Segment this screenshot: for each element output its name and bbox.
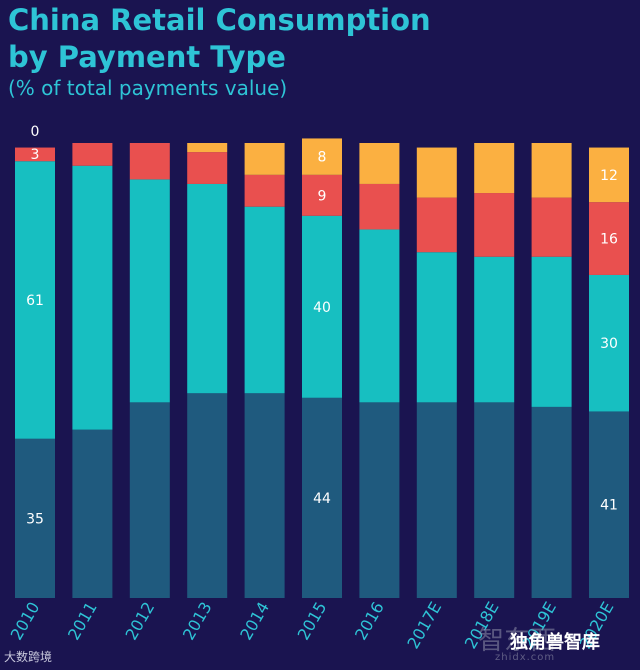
chart-title: China Retail Consumption by Payment Type [8, 2, 431, 76]
bar-stack-2013 [187, 143, 228, 598]
bar-2012-third-segment [129, 143, 170, 180]
bar-2018e-second-segment [474, 256, 515, 403]
data-label-2010-top-segment: 0 [31, 124, 40, 140]
data-label-2010-bottom-segment: 35 [26, 511, 44, 527]
bar-2011-second-segment [72, 165, 113, 430]
x-tick-label-2013: 2013 [179, 599, 216, 644]
data-label-2015-top-segment: 8 [318, 150, 327, 166]
bar-2013-second-segment [187, 183, 228, 394]
data-label-2010-third-segment: 3 [31, 147, 40, 163]
watermark-right: 独角兽智库 [510, 632, 600, 653]
bar-2019e-bottom-segment [531, 406, 572, 598]
bar-2012-second-segment [129, 179, 170, 403]
bar-2017e-bottom-segment [416, 402, 457, 598]
bar-2017e-third-segment [416, 197, 457, 253]
bar-2016-bottom-segment [359, 402, 400, 598]
bar-2015-top-segment [302, 138, 342, 175]
bar-2016-top-segment [359, 143, 400, 184]
x-tick-label-2016: 2016 [351, 599, 388, 644]
bar-stack-2019e [531, 143, 572, 598]
watermark-logo-sub: zhidx.com [495, 652, 556, 663]
bar-2018e-top-segment [474, 143, 515, 194]
bar-2020e-third-segment [589, 202, 629, 275]
bar-stack-2018e [474, 143, 515, 598]
x-tick-label-2015: 2015 [294, 599, 331, 644]
data-label-2020e-top-segment: 12 [600, 168, 618, 184]
bar-stack-2011 [72, 143, 113, 598]
bar-stack-2020e [589, 147, 629, 598]
bar-stack-2015 [302, 138, 342, 598]
bar-2014-second-segment [244, 206, 285, 394]
bar-2015-second-segment [302, 215, 342, 398]
bar-stack-2017e [416, 147, 457, 598]
watermark-logo: 智东西 [478, 626, 557, 656]
data-label-2015-second-segment: 40 [313, 300, 331, 316]
bar-2017e-top-segment [416, 147, 457, 198]
bar-2015-third-segment [302, 174, 342, 216]
x-tick-label-2011: 2011 [64, 599, 101, 644]
x-tick-label-2012: 2012 [121, 599, 158, 644]
bar-stack-2014 [244, 143, 285, 598]
bar-2011-third-segment [72, 143, 113, 166]
bar-2019e-second-segment [531, 256, 572, 407]
bar-2013-top-segment [187, 143, 228, 153]
bar-2011-bottom-segment [72, 429, 113, 598]
bar-2019e-third-segment [531, 197, 572, 257]
bar-2015-bottom-segment [302, 397, 342, 598]
bar-2014-third-segment [244, 174, 285, 207]
bar-2010-third-segment [15, 147, 55, 162]
bar-2016-third-segment [359, 183, 400, 230]
x-tick-label-2017e: 2017E [403, 599, 445, 653]
data-label-2020e-third-segment: 16 [600, 232, 618, 248]
bar-2017e-second-segment [416, 252, 457, 403]
bar-stack-2012 [129, 143, 170, 598]
bar-stack-2010 [15, 147, 55, 598]
chart-subtitle: (% of total payments value) [8, 76, 288, 100]
chart-title-line-2: by Payment Type [8, 40, 286, 74]
x-tick-label-2010: 2010 [7, 599, 44, 644]
data-label-2010-second-segment: 61 [26, 293, 44, 309]
bar-2012-bottom-segment [129, 402, 170, 598]
bar-2013-bottom-segment [187, 393, 228, 598]
bar-2016-second-segment [359, 229, 400, 403]
bar-2014-top-segment [244, 143, 285, 175]
bar-2010-second-segment [15, 161, 55, 439]
x-tick-label-2014: 2014 [236, 599, 273, 644]
watermark-left: 大数跨境 [4, 650, 53, 664]
data-label-2015-bottom-segment: 44 [313, 491, 331, 507]
bar-2010-bottom-segment [15, 438, 55, 598]
bar-2018e-bottom-segment [474, 402, 515, 598]
data-label-2020e-second-segment: 30 [600, 336, 618, 352]
bar-2020e-bottom-segment [589, 411, 629, 598]
bar-2019e-top-segment [531, 143, 572, 198]
bar-2014-bottom-segment [244, 393, 285, 598]
bar-2020e-top-segment [589, 147, 629, 203]
data-label-2015-third-segment: 9 [318, 188, 327, 204]
bar-stack-2016 [359, 143, 400, 598]
data-label-2020e-bottom-segment: 41 [600, 498, 618, 514]
bar-2020e-second-segment [589, 274, 629, 412]
bar-2013-third-segment [187, 152, 228, 184]
bar-2018e-third-segment [474, 193, 515, 257]
chart-title-line-1: China Retail Consumption [8, 3, 431, 37]
